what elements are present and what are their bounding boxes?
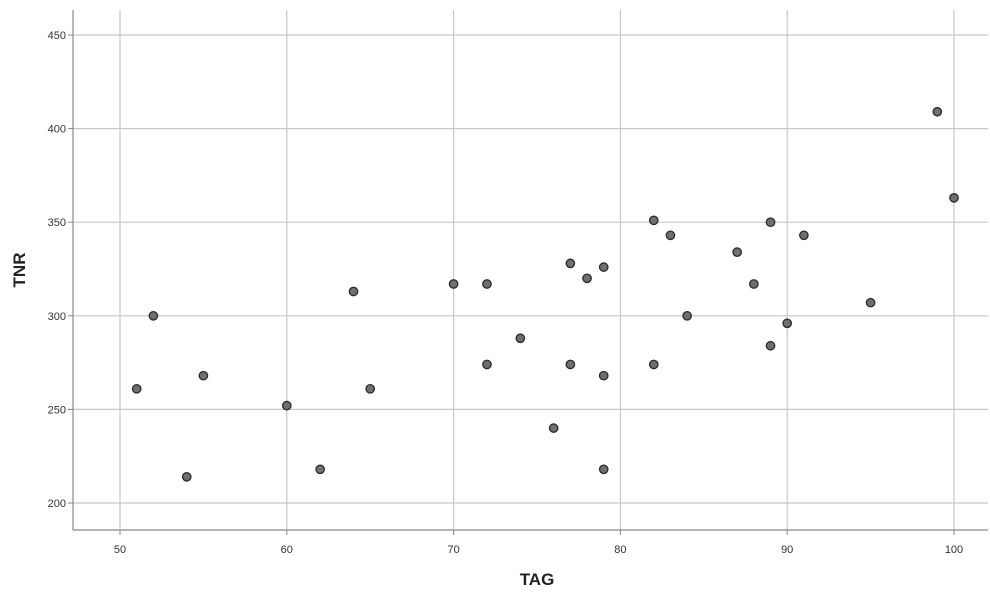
data-point (365, 383, 376, 394)
data-point (932, 106, 943, 117)
y-tick-label: 400 (48, 124, 66, 136)
x-tick-label: 80 (614, 544, 626, 556)
x-tick-label: 60 (281, 544, 293, 556)
data-point (482, 359, 492, 370)
data-point (799, 230, 809, 241)
y-axis-title: TNR (10, 253, 29, 288)
data-point (598, 370, 609, 381)
data-point (181, 471, 192, 482)
data-point (315, 464, 326, 475)
point-layer (131, 106, 959, 482)
data-point (131, 383, 142, 394)
x-tick-label: 50 (114, 544, 126, 556)
data-point (448, 279, 459, 289)
x-tick-label: 70 (447, 544, 459, 556)
data-point (348, 286, 359, 297)
data-point (765, 217, 776, 228)
data-point (582, 273, 592, 284)
data-point (765, 340, 776, 351)
data-point (648, 359, 659, 370)
x-tick-label: 90 (781, 544, 793, 556)
y-tick-label: 350 (48, 217, 66, 229)
data-point (865, 297, 876, 308)
tick-layer: 50 60 70 80 90 100 200 250 300 350 400 450 (48, 30, 964, 556)
data-point (565, 359, 576, 370)
data-point (598, 262, 609, 272)
x-axis-title: TAG (520, 570, 555, 589)
data-point (281, 400, 292, 411)
grid-layer (73, 10, 988, 530)
axis-layer (72, 10, 988, 531)
y-tick-label: 250 (48, 404, 66, 416)
data-point (682, 310, 692, 321)
data-point (598, 464, 609, 475)
y-tick-label: 200 (48, 498, 66, 510)
y-tick-label: 300 (48, 311, 66, 323)
y-tick-label: 450 (48, 30, 66, 42)
data-point (148, 310, 159, 321)
data-point (648, 215, 659, 226)
data-point (548, 423, 559, 433)
data-point (198, 370, 209, 381)
data-point (732, 247, 743, 258)
data-point (748, 279, 759, 289)
data-point (565, 258, 576, 269)
data-point (782, 318, 793, 329)
data-point (482, 279, 492, 289)
data-point (949, 193, 959, 203)
data-point (665, 230, 676, 241)
data-point (515, 333, 526, 344)
x-tick-label: 100 (945, 544, 963, 556)
